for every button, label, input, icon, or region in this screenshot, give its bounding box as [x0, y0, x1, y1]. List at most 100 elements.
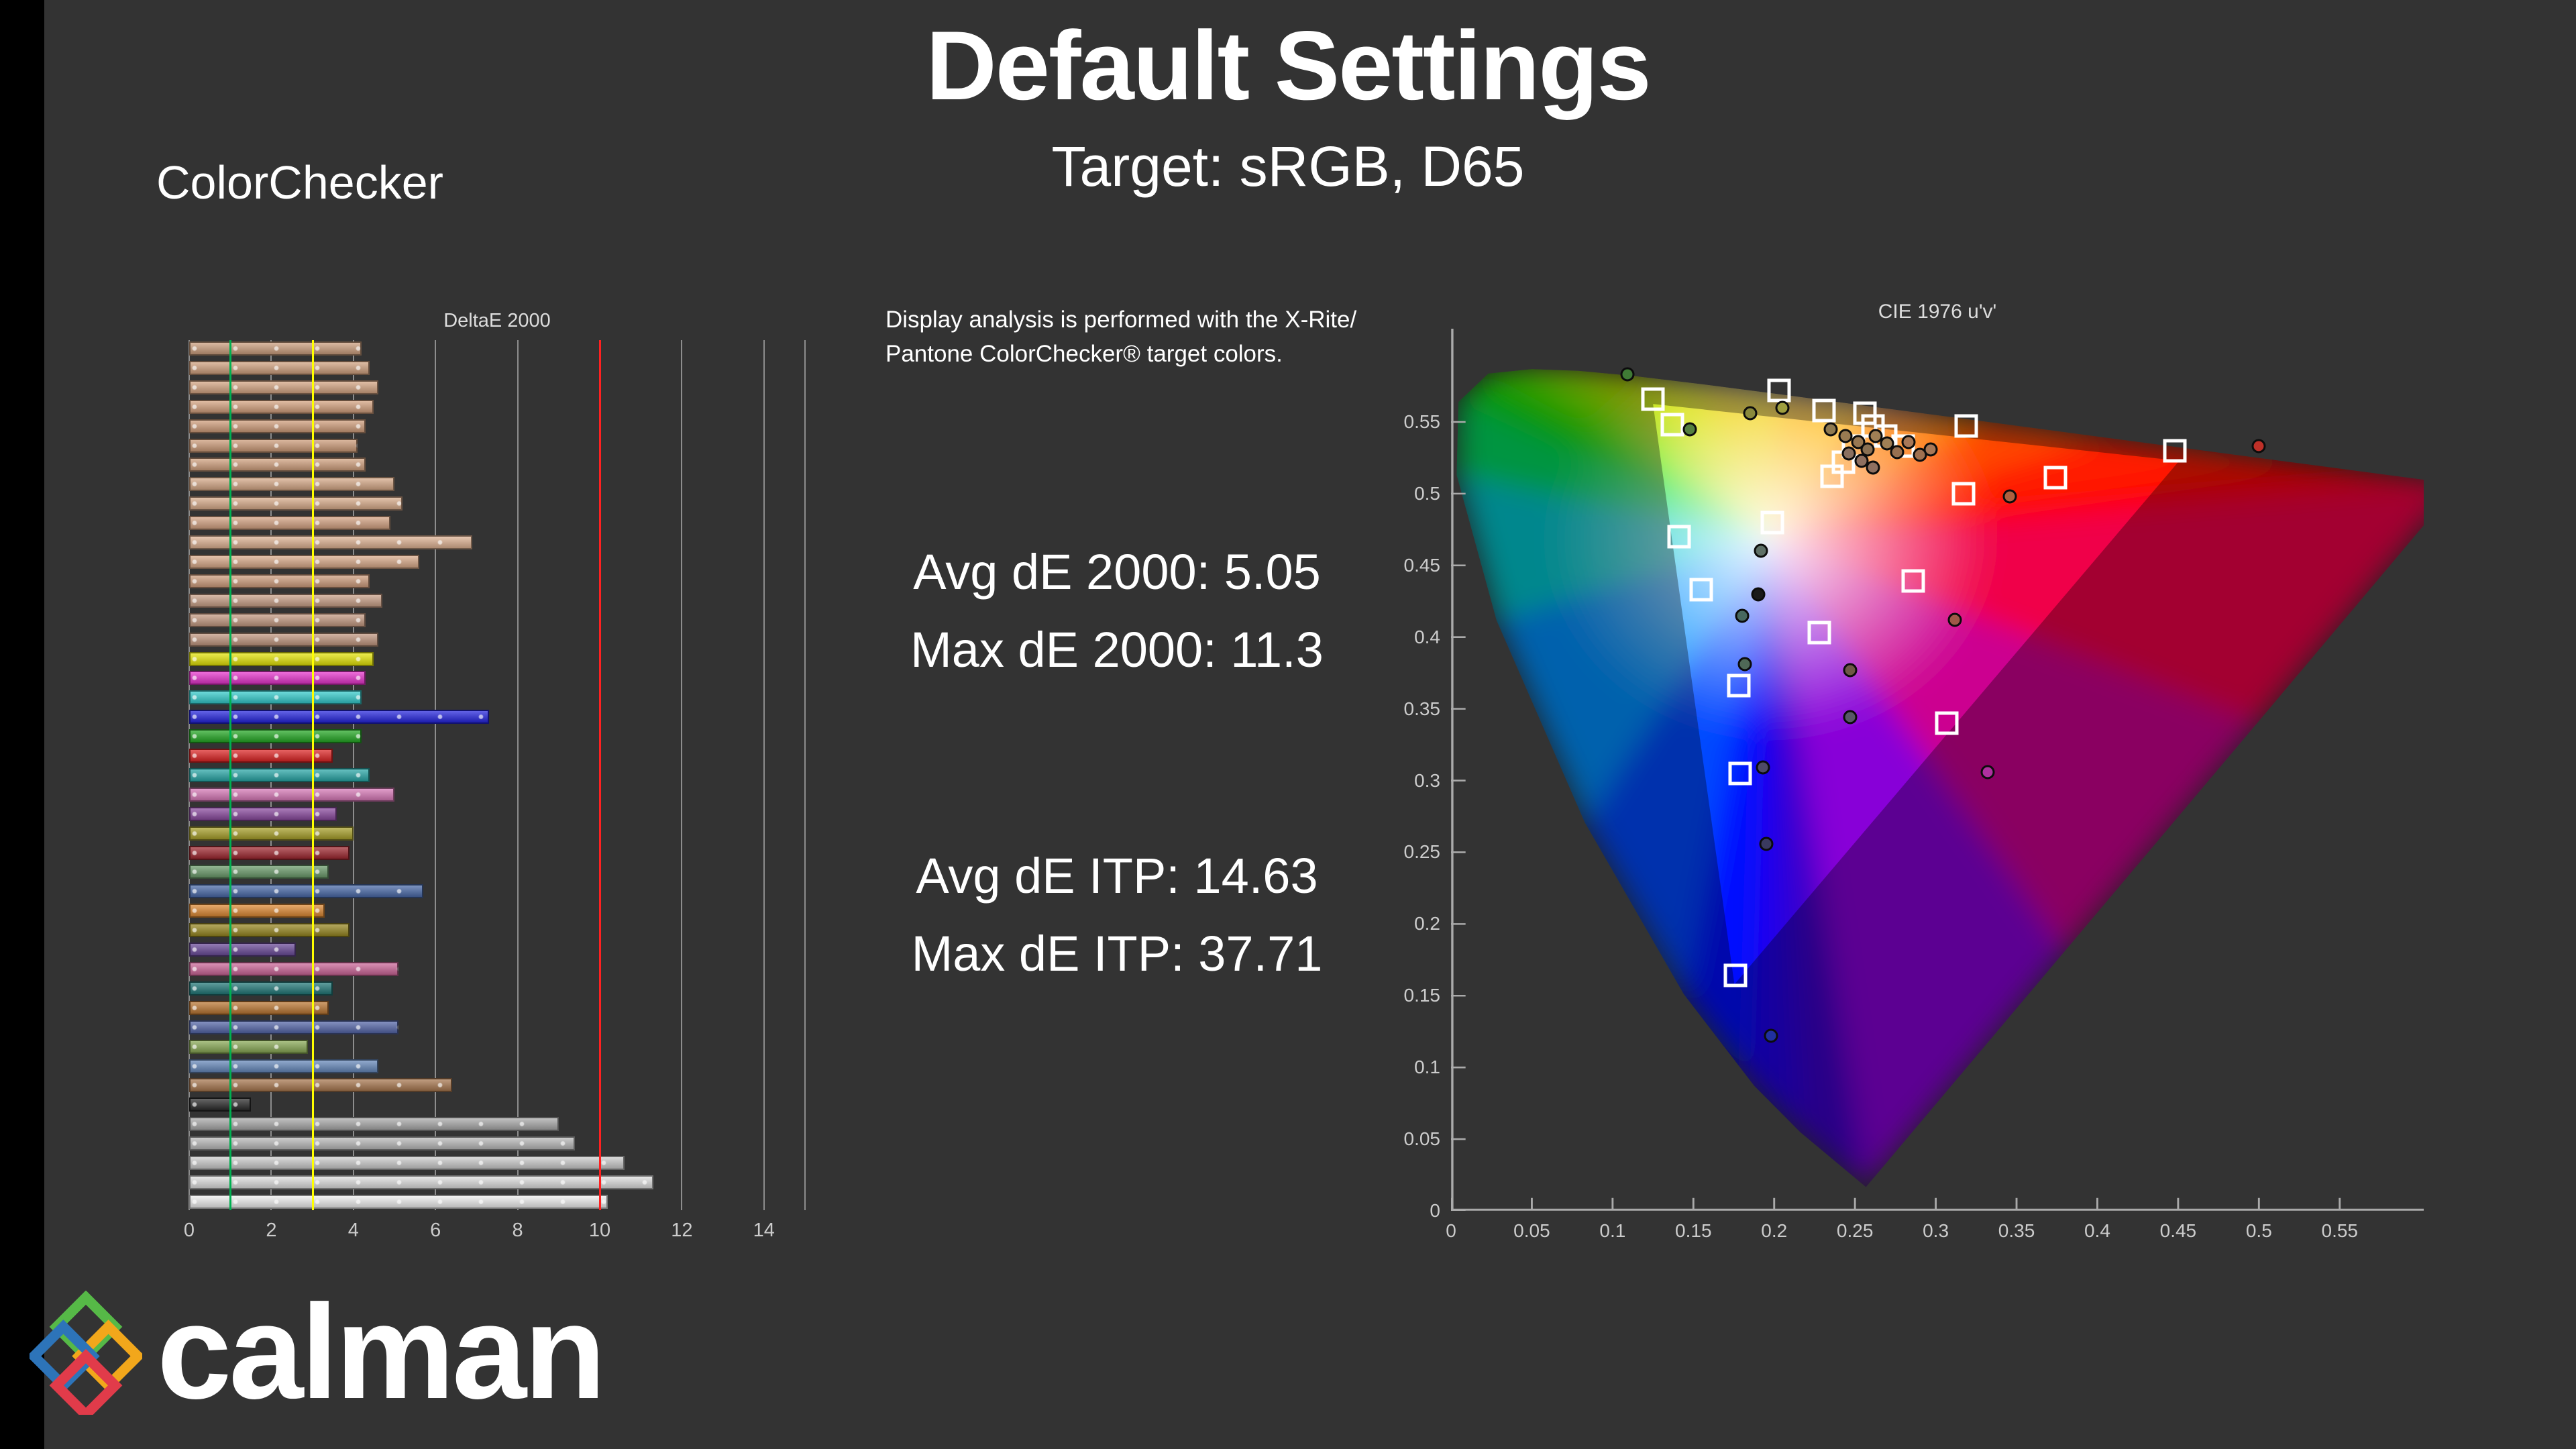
deltae-bar [189, 574, 370, 588]
deltae-bar [189, 729, 362, 744]
reference-square [1723, 963, 1748, 987]
deltae-bar [189, 612, 366, 627]
deltae-bar [189, 767, 370, 782]
bar-row [189, 981, 805, 996]
deltae-bar [189, 845, 350, 860]
reference-square [1727, 674, 1751, 698]
deitp-stats: Avg dE ITP: 14.63 Max dE ITP: 37.71 [842, 837, 1392, 993]
bar-row [189, 1039, 805, 1054]
cie-x-tick-label: 0.15 [1675, 1220, 1712, 1241]
bar-row [189, 1020, 805, 1034]
cie-x-tick-label: 0.1 [1599, 1220, 1626, 1241]
deltae-plot: 0 2 4 6 8 10 12 14 [184, 340, 806, 1241]
measured-dot [1913, 447, 1927, 462]
bar-row [189, 962, 805, 976]
bar-row [189, 419, 805, 433]
bar-row [189, 612, 805, 627]
deltae-bar [189, 787, 394, 802]
bar-row [189, 399, 805, 414]
bar-row [189, 767, 805, 782]
deltae-bar [189, 535, 473, 550]
cie-y-tick-label: 0.1 [1414, 1057, 1440, 1078]
deltae-bar [189, 1194, 608, 1209]
cie-x-tick-label: 0.25 [1836, 1220, 1874, 1241]
cie-y-tick-label: 0.05 [1403, 1128, 1441, 1150]
bar-row [189, 554, 805, 569]
cie-x-tick-label: 0 [1446, 1220, 1456, 1241]
deltae-bar [189, 458, 366, 472]
max-de2000-value: Max dE 2000: 11.3 [910, 622, 1324, 678]
measured-dot [1866, 460, 1880, 475]
measured-dot [1754, 543, 1768, 558]
calman-logo: calman [30, 1277, 606, 1427]
measured-dot [1751, 587, 1766, 602]
measured-dot [1764, 1028, 1778, 1043]
measured-dot [1743, 406, 1758, 421]
analysis-note-line2: Pantone ColorChecker® target colors. [885, 340, 1283, 367]
cie-y-tick-label: 0.2 [1414, 913, 1440, 934]
deltae-bar [189, 516, 390, 531]
analysis-note: Display analysis is performed with the X… [885, 303, 1356, 372]
reference-square [1728, 761, 1752, 786]
cie-y-tick-label: 0.25 [1403, 841, 1441, 863]
reference-square [1667, 525, 1691, 549]
calman-logo-text: calman [157, 1277, 606, 1427]
deltae-bar [189, 1039, 309, 1054]
colorchecker-label: ColorChecker [156, 156, 443, 209]
deltae-bar [189, 904, 325, 918]
reference-square [1760, 511, 1784, 535]
measured-dot [1823, 422, 1838, 437]
measured-dot [1843, 663, 1858, 678]
bar-row [189, 341, 805, 356]
deltae-bar [189, 1097, 251, 1112]
reference-square [1853, 401, 1877, 425]
deltae-bar [189, 1156, 625, 1171]
deltae-bar [189, 419, 366, 433]
deltae-bar [189, 1078, 452, 1093]
deltae-bar [189, 1175, 653, 1189]
cie-x-tick-label: 0.3 [1923, 1220, 1949, 1241]
cie-gamut-svg [1451, 329, 2424, 1211]
cie-y-tick-label: 0.5 [1414, 482, 1440, 504]
bar-row [189, 1059, 805, 1073]
cie-plot: 0 0 0.05 0.05 0.1 0.1 0.15 0.15 0.2 0.2 0.25 0.25 0.… [1404, 329, 2424, 1241]
bar-row [189, 1000, 805, 1015]
bar-rows [189, 340, 805, 1210]
reference-square [1807, 621, 1831, 645]
x-tick-label: 8 [512, 1220, 523, 1241]
x-tick-label: 14 [753, 1220, 775, 1241]
calman-logo-icon [30, 1290, 142, 1415]
bar-row [189, 865, 805, 879]
cie-x-tick-label: 0.35 [1998, 1220, 2035, 1241]
deltae-bar [189, 496, 403, 511]
measured-dot [1735, 608, 1750, 623]
gridline [763, 340, 765, 1210]
reference-square [1951, 482, 1976, 506]
deltae-bar [189, 923, 350, 938]
bar-row [189, 477, 805, 492]
bar-row [189, 574, 805, 588]
deltae-bar [189, 1117, 559, 1132]
bar-row [189, 690, 805, 705]
cie-x-tick-label: 0.5 [2245, 1220, 2272, 1241]
deltae-bar [189, 438, 358, 453]
measured-dot [1880, 436, 1894, 451]
measured-dot [1947, 612, 1962, 627]
analysis-note-line1: Display analysis is performed with the X… [885, 307, 1357, 333]
measured-dot [1860, 442, 1875, 457]
deltae-chart-title: DeltaE 2000 [443, 310, 551, 331]
reference-square [1641, 387, 1665, 411]
deltae-bar [189, 826, 354, 841]
bar-row [189, 458, 805, 472]
bar-row [189, 923, 805, 938]
measured-dot [1923, 442, 1938, 457]
gridline [435, 340, 437, 1210]
cie-y-tick-label: 0.35 [1403, 698, 1441, 719]
x-tick-label: 0 [183, 1220, 195, 1241]
reference-line [598, 340, 601, 1210]
deltae-bar [189, 671, 366, 686]
measured-dot [1980, 765, 1995, 780]
reference-square [1901, 569, 1925, 593]
bar-row [189, 749, 805, 763]
avg-de2000-value: Avg dE 2000: 5.05 [913, 544, 1321, 600]
